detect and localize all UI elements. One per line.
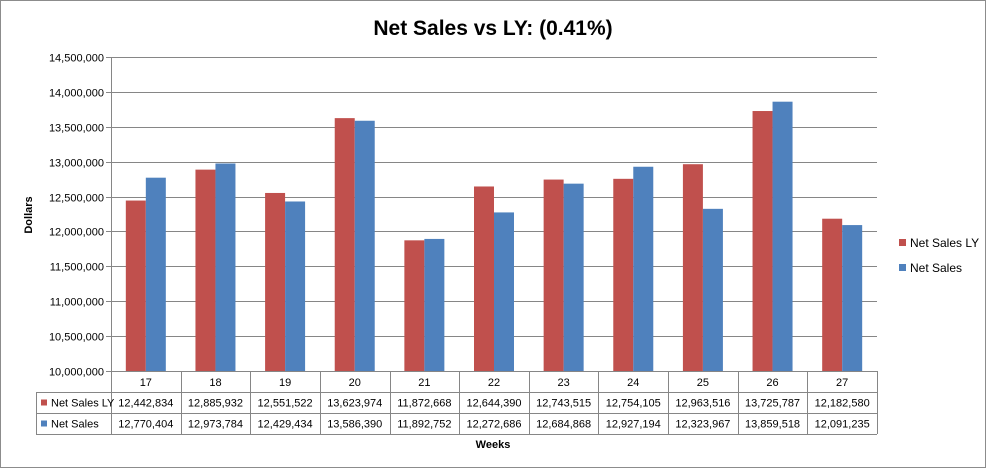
bar-net-sales-week-21 xyxy=(424,238,445,371)
bar-net-sales-ly-week-27 xyxy=(822,218,843,371)
table-legend-key xyxy=(41,399,47,406)
x-tick-label: 17 xyxy=(140,377,152,389)
data-label: 12,272,686 xyxy=(466,419,521,431)
y-tick-label: 11,500,000 xyxy=(50,262,104,274)
bar-net-sales-ly-week-17 xyxy=(125,200,146,371)
legend-key xyxy=(899,239,906,246)
table-legend-key xyxy=(41,420,47,427)
x-tick-label: 22 xyxy=(488,377,500,389)
x-tick-label: 24 xyxy=(627,377,639,389)
y-tick-label: 10,500,000 xyxy=(49,332,104,344)
bar-net-sales-ly-week-24 xyxy=(613,178,634,371)
chart-title: Net Sales vs LY: (0.41%) xyxy=(373,17,612,40)
data-label: 13,586,390 xyxy=(327,419,382,431)
bar-net-sales-week-17 xyxy=(145,177,166,371)
y-tick-label: 10,000,000 xyxy=(49,367,104,379)
y-tick-label: 14,000,000 xyxy=(49,88,104,100)
table-series-label: Net Sales LY xyxy=(51,398,115,410)
bar-net-sales-ly-week-26 xyxy=(752,111,773,372)
y-tick-label: 14,500,000 xyxy=(49,53,104,65)
bar-net-sales-ly-week-22 xyxy=(474,186,494,371)
data-label: 12,684,868 xyxy=(536,419,591,431)
y-axis-title: Dollars xyxy=(23,196,35,233)
bar-net-sales-ly-week-25 xyxy=(682,164,703,371)
table-series-label: Net Sales xyxy=(51,419,99,431)
legend-key xyxy=(899,264,906,271)
data-label: 12,973,784 xyxy=(188,419,243,431)
bar-net-sales-week-25 xyxy=(702,208,723,371)
y-tick-label: 12,500,000 xyxy=(49,193,104,205)
x-tick-label: 18 xyxy=(209,377,221,389)
bar-net-sales-ly-week-18 xyxy=(195,169,216,371)
y-tick-label: 13,500,000 xyxy=(49,123,104,135)
legend-label: Net Sales xyxy=(910,261,962,275)
legend-label: Net Sales LY xyxy=(910,236,979,250)
data-label: 12,091,235 xyxy=(815,419,870,431)
bar-net-sales-week-26 xyxy=(772,101,793,372)
bar-net-sales-week-20 xyxy=(354,120,375,372)
x-tick-label: 23 xyxy=(558,377,570,389)
x-tick-label: 25 xyxy=(697,377,709,389)
y-tick-label: 11,000,000 xyxy=(50,297,104,309)
data-label: 12,644,390 xyxy=(466,398,521,410)
bar-net-sales-week-22 xyxy=(494,212,514,371)
bar-net-sales-week-19 xyxy=(285,201,306,371)
data-label: 12,743,515 xyxy=(536,398,591,410)
data-label: 13,725,787 xyxy=(745,398,800,410)
bar-net-sales-ly-week-21 xyxy=(404,240,425,371)
bar-net-sales-week-18 xyxy=(215,163,236,371)
data-table: 17 18 19 20 21 22 23 24 25 26 27 Net Sales LY 12,442… xyxy=(36,371,878,435)
data-label: 12,551,522 xyxy=(258,398,313,410)
bar-net-sales-ly-week-20 xyxy=(334,118,355,372)
data-label: 12,885,932 xyxy=(188,398,243,410)
bars-layer xyxy=(125,101,863,372)
data-label: 11,892,752 xyxy=(397,419,451,431)
data-label: 12,754,105 xyxy=(606,398,661,410)
data-label: 12,770,404 xyxy=(118,419,173,431)
bar-net-sales-week-27 xyxy=(842,225,863,371)
y-tick-label: 12,000,000 xyxy=(49,227,104,239)
bar-net-sales-ly-week-23 xyxy=(543,179,564,371)
data-label: 11,872,668 xyxy=(397,398,451,410)
data-label: 12,442,834 xyxy=(118,398,173,410)
x-tick-label: 26 xyxy=(766,377,778,389)
data-label: 12,927,194 xyxy=(606,419,661,431)
data-label: 12,429,434 xyxy=(258,419,313,431)
data-label: 12,323,967 xyxy=(675,419,730,431)
data-label: 12,963,516 xyxy=(675,398,730,410)
data-label: 13,623,974 xyxy=(327,398,382,410)
data-label: 12,182,580 xyxy=(815,398,870,410)
bar-net-sales-week-24 xyxy=(633,166,654,371)
x-tick-label: 20 xyxy=(349,377,361,389)
axis-layer: 10,000,000 10,500,000 11,000,000 11,500,000… xyxy=(49,53,112,379)
x-tick-label: 19 xyxy=(279,377,291,389)
x-tick-label: 21 xyxy=(418,377,430,389)
x-tick-label: 27 xyxy=(836,377,848,389)
data-label: 13,859,518 xyxy=(745,419,800,431)
legend: Net Sales LY Net Sales xyxy=(899,236,979,275)
y-tick-label: 13,000,000 xyxy=(49,158,104,170)
bar-net-sales-ly-week-19 xyxy=(265,192,286,371)
bar-net-sales-week-23 xyxy=(563,183,584,371)
x-axis-title: Weeks xyxy=(476,439,511,451)
